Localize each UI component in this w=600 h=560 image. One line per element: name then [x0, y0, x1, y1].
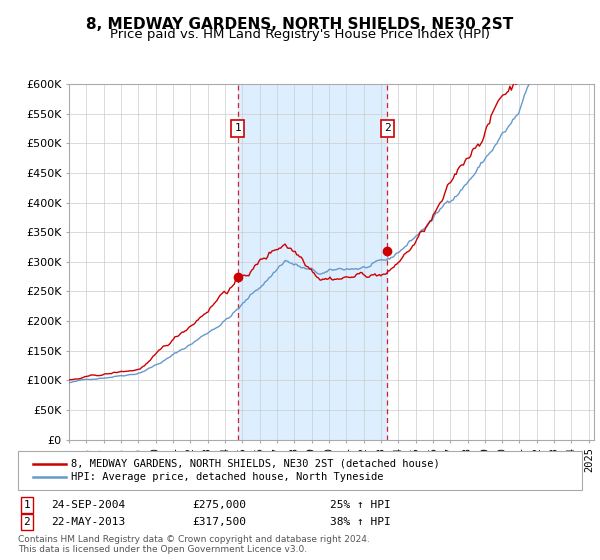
Text: HPI: Average price, detached house, North Tyneside: HPI: Average price, detached house, Nort… [71, 472, 383, 482]
Text: 22-MAY-2013: 22-MAY-2013 [51, 517, 125, 527]
Text: Contains HM Land Registry data © Crown copyright and database right 2024.: Contains HM Land Registry data © Crown c… [18, 535, 370, 544]
Text: 25% ↑ HPI: 25% ↑ HPI [330, 500, 391, 510]
Text: This data is licensed under the Open Government Licence v3.0.: This data is licensed under the Open Gov… [18, 545, 307, 554]
Text: 38% ↑ HPI: 38% ↑ HPI [330, 517, 391, 527]
Text: 2: 2 [384, 123, 391, 133]
Text: 24-SEP-2004: 24-SEP-2004 [51, 500, 125, 510]
Text: 8, MEDWAY GARDENS, NORTH SHIELDS, NE30 2ST (detached house): 8, MEDWAY GARDENS, NORTH SHIELDS, NE30 2… [71, 459, 440, 469]
Text: 2: 2 [23, 517, 31, 527]
Text: Price paid vs. HM Land Registry's House Price Index (HPI): Price paid vs. HM Land Registry's House … [110, 28, 490, 41]
Text: 1: 1 [23, 500, 31, 510]
Text: 8, MEDWAY GARDENS, NORTH SHIELDS, NE30 2ST: 8, MEDWAY GARDENS, NORTH SHIELDS, NE30 2… [86, 17, 514, 32]
Text: 1: 1 [234, 123, 241, 133]
Bar [238, 84, 388, 440]
Text: £317,500: £317,500 [192, 517, 246, 527]
Text: £275,000: £275,000 [192, 500, 246, 510]
